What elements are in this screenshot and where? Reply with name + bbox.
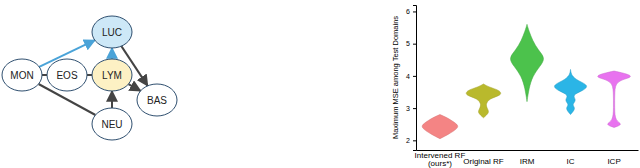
tick: Original RF xyxy=(463,150,504,166)
tick: ICP xyxy=(607,150,620,166)
node-label: MON xyxy=(10,70,33,81)
tick: Intervened RF(ours*) xyxy=(415,150,466,168)
x-axis: Intervened RF(ours*)Original RF IRM IC ICP xyxy=(415,150,639,168)
edge xyxy=(111,48,113,59)
violin xyxy=(598,71,631,127)
node xyxy=(92,59,132,91)
tick: 3 xyxy=(406,105,416,112)
edge xyxy=(87,74,92,76)
tick-label: Original RF xyxy=(463,157,504,166)
tick: 4 xyxy=(406,73,416,80)
plot-area xyxy=(422,24,630,138)
tick-label: 5 xyxy=(406,40,410,47)
tick: 6 xyxy=(406,8,416,15)
tick-label: 4 xyxy=(406,73,410,80)
tick-mark xyxy=(413,140,416,141)
tick-mark xyxy=(413,76,416,77)
tick-mark xyxy=(413,44,416,45)
tick-label: IRM xyxy=(520,157,535,166)
tick-label: IC xyxy=(567,157,575,166)
violin xyxy=(466,84,500,118)
node-label: EOS xyxy=(56,70,77,81)
tick: IRM xyxy=(520,150,535,166)
violin xyxy=(511,24,544,101)
tick-label: 3 xyxy=(406,105,410,112)
node-label: BAS xyxy=(147,95,167,106)
tick-label: ICP xyxy=(607,157,620,166)
tick-mark xyxy=(413,11,416,12)
causal-graph: MON EOS LYM LUC BAS NEU xyxy=(2,16,177,140)
y-axis: 2 3 4 5 6 xyxy=(406,6,416,151)
node xyxy=(47,59,87,91)
tick-mark xyxy=(413,108,416,109)
edge xyxy=(111,91,113,108)
tick-label: 6 xyxy=(406,8,410,15)
node xyxy=(2,59,42,91)
node xyxy=(92,108,132,140)
violin xyxy=(422,115,458,139)
violin xyxy=(554,69,586,114)
node-label: LUC xyxy=(102,27,122,38)
tick-label: 2 xyxy=(406,137,410,144)
axis-title: Maximum MSE among Test Domains xyxy=(391,16,400,139)
edge xyxy=(42,74,47,76)
axis-line xyxy=(413,6,417,151)
node xyxy=(92,16,132,48)
edge xyxy=(128,84,140,91)
node xyxy=(137,84,177,116)
node-label: NEU xyxy=(101,119,122,130)
tick: IC xyxy=(567,150,575,166)
tick: 2 xyxy=(406,137,416,144)
node-label: LYM xyxy=(102,70,122,81)
tick-label: Intervened RF(ours*) xyxy=(415,151,466,168)
tick: 5 xyxy=(406,40,416,47)
